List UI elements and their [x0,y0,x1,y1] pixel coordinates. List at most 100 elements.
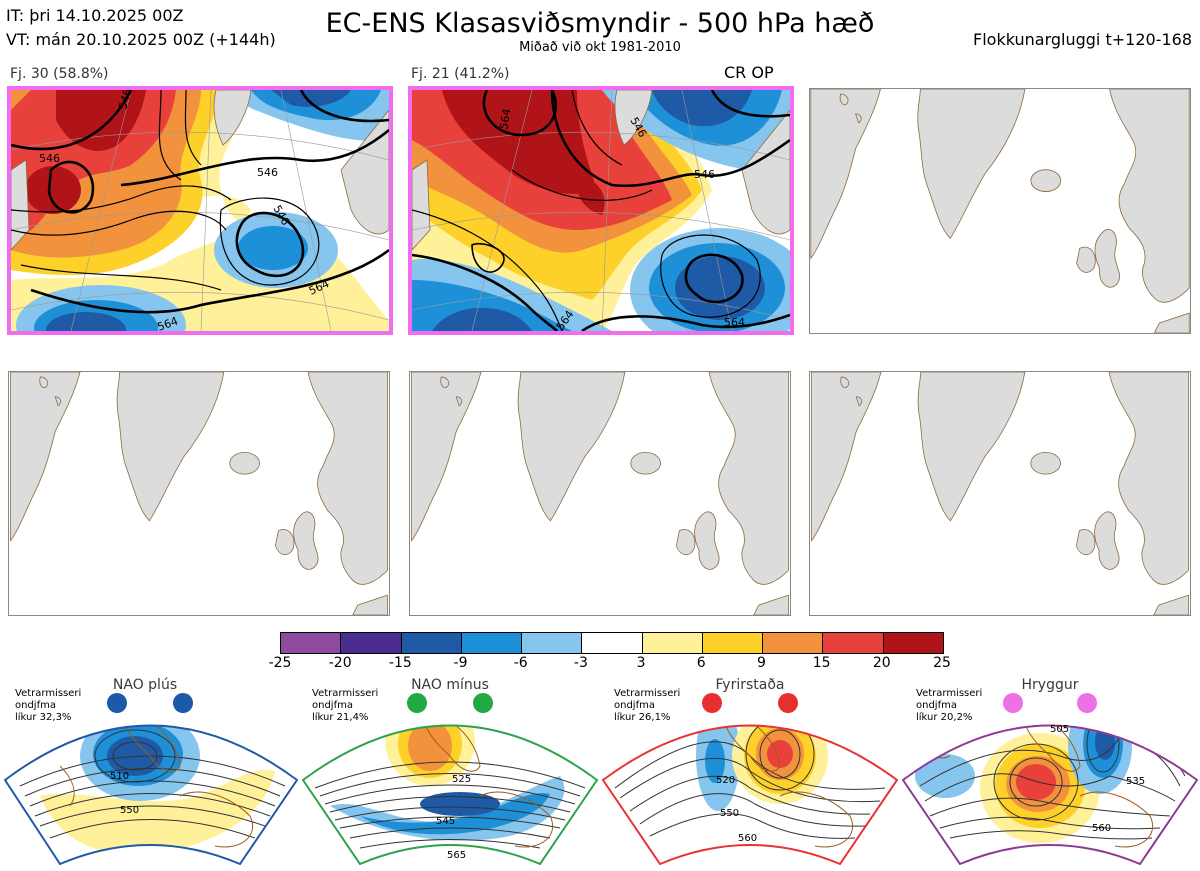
colorbar-swatch [641,633,702,653]
regime-title: Fyrirstaða [715,677,785,693]
empty-map [10,372,388,615]
regime-dot [702,693,722,713]
contours [11,90,389,314]
regime-contour-label: 560 [1092,823,1111,834]
regime-mean: ondjfma [15,700,56,711]
cluster-panel-3[interactable] [809,88,1191,334]
regime-dot [107,693,127,713]
colorbar-tick-label: -6 [513,655,528,671]
regime-contour-label: 535 [1126,776,1145,787]
graticule [11,90,389,331]
regime-contour-label: 560 [738,833,757,844]
regime-dot [1077,693,1097,713]
cluster-panel-2[interactable]: 564 546 546 564 564 [408,86,794,335]
panel-1-caption: Fj. 30 (58.8%) [10,66,109,82]
empty-map [411,372,789,615]
colorbar-tick-label: 20 [872,655,891,671]
colorbar-swatch [281,633,341,653]
regime-contour-label: 525 [452,774,471,785]
page-subtitle: Miðað við okt 1981-2010 [519,40,681,55]
regime-map: 520 550 560 [601,693,899,866]
colorbar-swatch [581,633,642,653]
regime-map: 525 545 565 [301,693,599,866]
colorbar-swatch [762,633,823,653]
cluster-map-1: 546 546 546 546 564 564 [11,90,389,331]
regime-season: Vetrarmisseri [312,688,379,699]
regime-likelihood: líkur 32,3% [15,712,72,723]
colorbar-swatch [822,633,883,653]
contour-label: 564 [497,108,513,131]
regime-mean: ondjfma [312,700,353,711]
colorbar-ticks: -25 -20 -15 -9 -6 -3 3 6 9 15 20 25 [260,655,962,673]
regime-map: 510 550 [3,693,299,866]
regime-season: Vetrarmisseri [614,688,681,699]
regime-frame [901,724,1199,866]
regime-season: Vetrarmisseri [15,688,82,699]
regime-dot [173,693,193,713]
cluster-panel-4[interactable] [8,371,390,616]
regime-likelihood: líkur 26,1% [614,712,671,723]
empty-map [810,89,1190,333]
contour-label: 546 [39,152,60,165]
land [11,90,389,251]
regime-map: 505 535 560 [901,693,1199,866]
regime-dot [1003,693,1023,713]
regime-contour-label: 520 [716,775,735,786]
contour-label: 546 [257,166,278,179]
anomaly-fill [11,90,389,331]
regime-info: Vetrarmisseri ondjfma líkur 20,2% [916,688,982,724]
colorbar-tick-label: 9 [756,655,766,671]
colorbar-tick-label: -9 [453,655,468,671]
colorbar-swatch [340,633,401,653]
contour-label: 564 [724,316,745,329]
contour-label: 546 [116,90,134,111]
regime-dot [407,693,427,713]
colorbar-swatch [882,633,943,653]
colorbar-tick-label: -25 [268,655,292,671]
colorbar-tick-label: 25 [933,655,951,671]
cluster-panel-1[interactable]: 546 546 546 546 564 564 [7,86,393,335]
regime-frame [301,724,599,866]
regime-dot [778,693,798,713]
regime-contour-label: 565 [447,850,466,861]
classification-window: Flokkunargluggi t+120-168 [973,30,1192,49]
regime-frame [3,724,299,866]
regime-mean: ondjfma [916,700,957,711]
contours [412,90,790,331]
regime-likelihood: líkur 20,2% [916,712,973,723]
init-time: IT: þri 14.10.2025 00Z [6,6,184,25]
cluster-panel-5[interactable] [409,371,791,616]
regime-contour-label: 545 [436,816,455,827]
regime-ridge: Hryggur Vetrarmisseri ondjfma líkur 20,2… [900,676,1200,871]
colorbar-tick-label: -3 [573,655,588,671]
regime-contour-label: 510 [110,771,129,782]
colorbar-swatch [521,633,582,653]
regime-mean: ondjfma [614,700,655,711]
regime-contour-label: 505 [1050,724,1069,735]
regime-nao-plus: NAO plús Vetrarmisseri ondjfma líkur 32,… [0,676,300,871]
contour-label: 564 [156,314,180,331]
colorbar [280,632,944,654]
regime-contour-label: 550 [120,805,139,816]
regime-title: Hryggur [1021,677,1079,693]
colorbar-swatch [701,633,763,653]
regime-title: NAO plús [112,677,178,693]
regime-nao-minus: NAO mínus Vetrarmisseri ondjfma líkur 21… [300,676,600,871]
colorbar-tick-label: 6 [696,655,706,671]
colorbar-tick-label: 3 [636,655,646,671]
regime-season: Vetrarmisseri [916,688,983,699]
regime-info: Vetrarmisseri ondjfma líkur 21,4% [312,688,378,724]
colorbar-swatch [400,633,461,653]
colorbar-tick-label: -20 [328,655,352,671]
regime-frame [601,724,899,866]
regime-info: Vetrarmisseri ondjfma líkur 32,3% [15,688,81,724]
regime-title: NAO mínus [411,677,489,693]
contour-label: 546 [694,168,715,181]
cluster-map-2: 564 546 546 564 564 [412,90,790,331]
colorbar-swatch [460,633,522,653]
panel-2-tag: CR OP [724,63,774,82]
cluster-panel-6[interactable] [809,371,1191,616]
regime-likelihood: líkur 21,4% [312,712,369,723]
regime-dot [473,693,493,713]
land [412,90,790,251]
